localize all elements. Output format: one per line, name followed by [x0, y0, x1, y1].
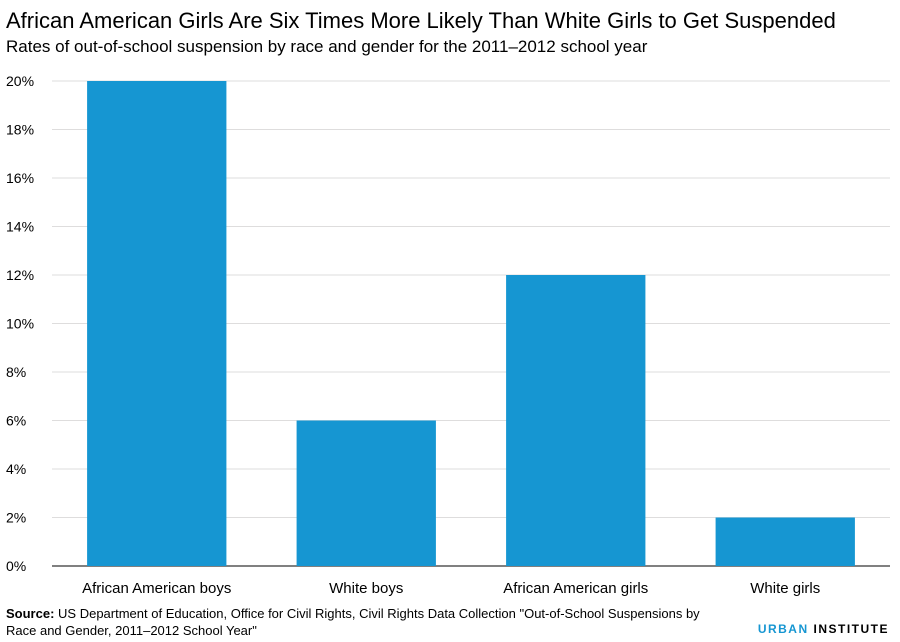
brand-urban: URBAN	[757, 622, 809, 636]
y-tick-label: 12%	[6, 267, 34, 283]
y-tick-label: 16%	[6, 170, 34, 186]
urban-institute-logo: URBAN INSTITUTE	[758, 622, 889, 636]
bar	[715, 517, 855, 566]
y-tick-label: 4%	[6, 461, 26, 477]
x-tick-label: African American girls	[503, 580, 648, 597]
bar-chart: 0% 2% 4% 6% 8% 10% 12% 14% 16% 18% 20% African Amer…	[6, 73, 890, 597]
y-tick-label: 10%	[6, 316, 34, 332]
y-tick-label: 18%	[6, 122, 34, 138]
y-tick-label: 20%	[6, 73, 34, 89]
x-tick-label: White girls	[750, 580, 820, 597]
bar	[296, 420, 436, 566]
source-note: Source: US Department of Education, Offi…	[6, 605, 726, 639]
chart-title: African American Girls Are Six Times Mor…	[6, 8, 836, 33]
bar	[87, 81, 227, 566]
y-tick-label: 8%	[6, 364, 26, 380]
source-text: US Department of Education, Office for C…	[6, 606, 700, 638]
x-tick-label: White boys	[329, 580, 403, 597]
brand-institute: INSTITUTE	[813, 622, 889, 636]
source-label: Source:	[6, 606, 55, 621]
y-tick-label: 0%	[6, 558, 26, 574]
y-tick-label: 2%	[6, 510, 26, 526]
bar	[506, 275, 646, 566]
chart-subtitle: Rates of out-of-school suspension by rac…	[6, 37, 648, 56]
y-tick-label: 6%	[6, 413, 26, 429]
x-tick-label: African American boys	[82, 580, 231, 597]
y-tick-label: 14%	[6, 219, 34, 235]
